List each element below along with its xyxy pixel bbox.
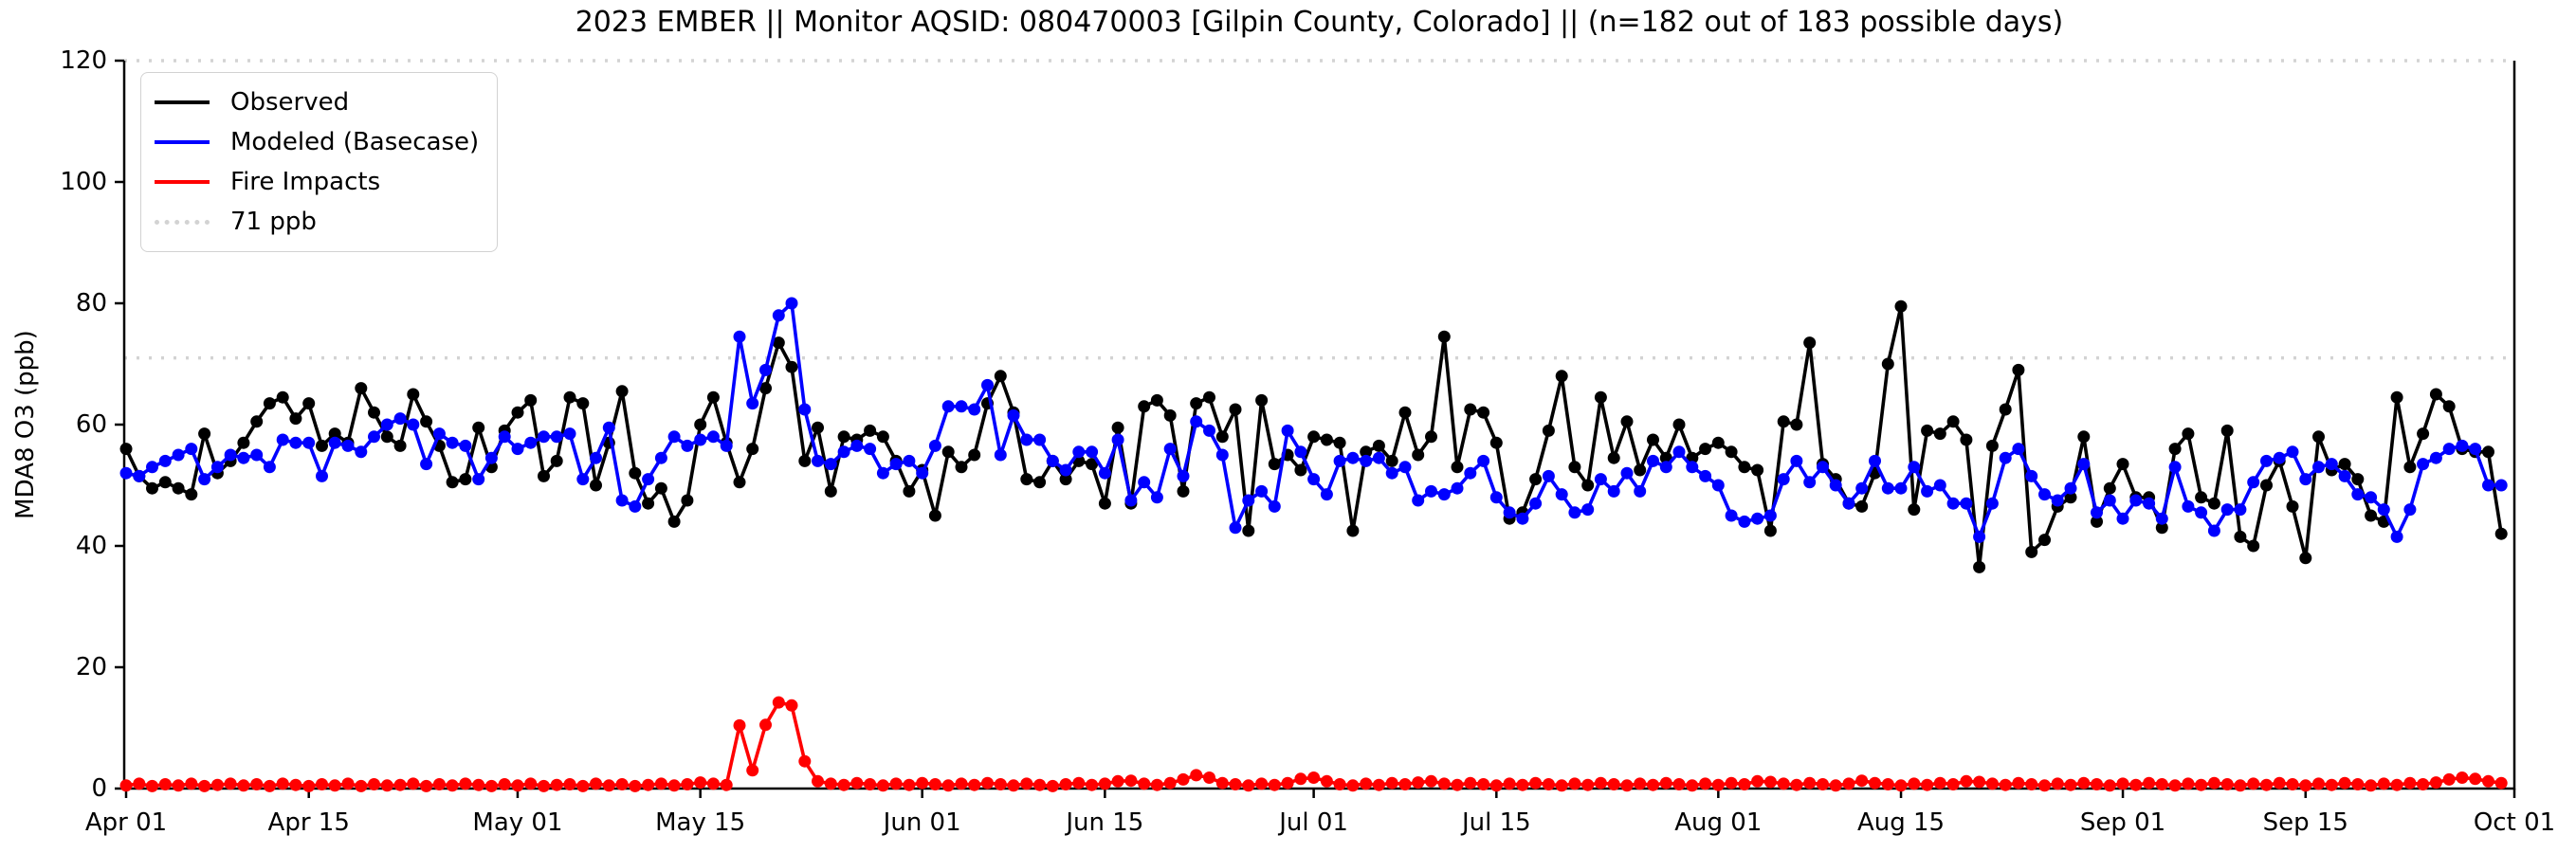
legend-label-observed: Observed xyxy=(230,88,350,117)
legend-label-modeled: Modeled (Basecase) xyxy=(230,128,480,156)
x-tick-label: Aug 01 xyxy=(1674,808,1762,837)
y-tick-label: 60 xyxy=(76,410,107,439)
x-tick-label: May 15 xyxy=(655,808,745,837)
y-tick-label: 20 xyxy=(76,653,107,681)
y-tick-label: 80 xyxy=(76,289,107,318)
y-tick-label: 40 xyxy=(76,532,107,560)
legend-swatch-observed xyxy=(155,100,210,104)
x-tick-label: May 01 xyxy=(472,808,562,837)
x-tick-label: Sep 15 xyxy=(2263,808,2348,837)
x-tick-label: Jul 15 xyxy=(1460,808,1531,837)
x-tick-label: Oct 01 xyxy=(2474,808,2555,837)
x-tick-label: Aug 15 xyxy=(1857,808,1945,837)
legend-swatch-modeled xyxy=(155,140,210,144)
x-tick-label: Apr 01 xyxy=(85,808,167,837)
x-axis: Apr 01 Apr 15 May 01 May 15 Jun 01 Jun 15 Jul … xyxy=(85,789,2555,837)
x-tick-label: Jul 01 xyxy=(1277,808,1348,837)
x-tick-label: Jun 01 xyxy=(882,808,961,837)
legend: Observed Modeled (Basecase) Fire Impacts… xyxy=(140,72,498,252)
legend-item-observed: Observed xyxy=(155,82,482,122)
legend-item-fire-impacts: Fire Impacts xyxy=(155,162,482,202)
fire-series xyxy=(119,696,2508,792)
y-tick-label: 100 xyxy=(60,168,107,196)
legend-swatch-fire-impacts xyxy=(155,180,210,184)
y-tick-label: 0 xyxy=(91,774,107,803)
chart-title: 2023 EMBER || Monitor AQSID: 080470003 [… xyxy=(575,6,2064,39)
legend-item-modeled: Modeled (Basecase) xyxy=(155,122,482,162)
legend-swatch-threshold xyxy=(155,219,210,225)
x-tick-label: Apr 15 xyxy=(268,808,350,837)
legend-label-threshold: 71 ppb xyxy=(230,208,317,236)
x-tick-label: Sep 01 xyxy=(2080,808,2165,837)
x-tick-label: Jun 15 xyxy=(1064,808,1143,837)
y-axis: 0 20 40 60 80 100 120 xyxy=(60,46,124,803)
legend-label-fire-impacts: Fire Impacts xyxy=(230,168,381,196)
observed-series xyxy=(119,299,2508,573)
y-tick-label: 120 xyxy=(60,46,107,75)
legend-item-threshold: 71 ppb xyxy=(155,202,482,242)
modeled-series xyxy=(119,297,2508,543)
